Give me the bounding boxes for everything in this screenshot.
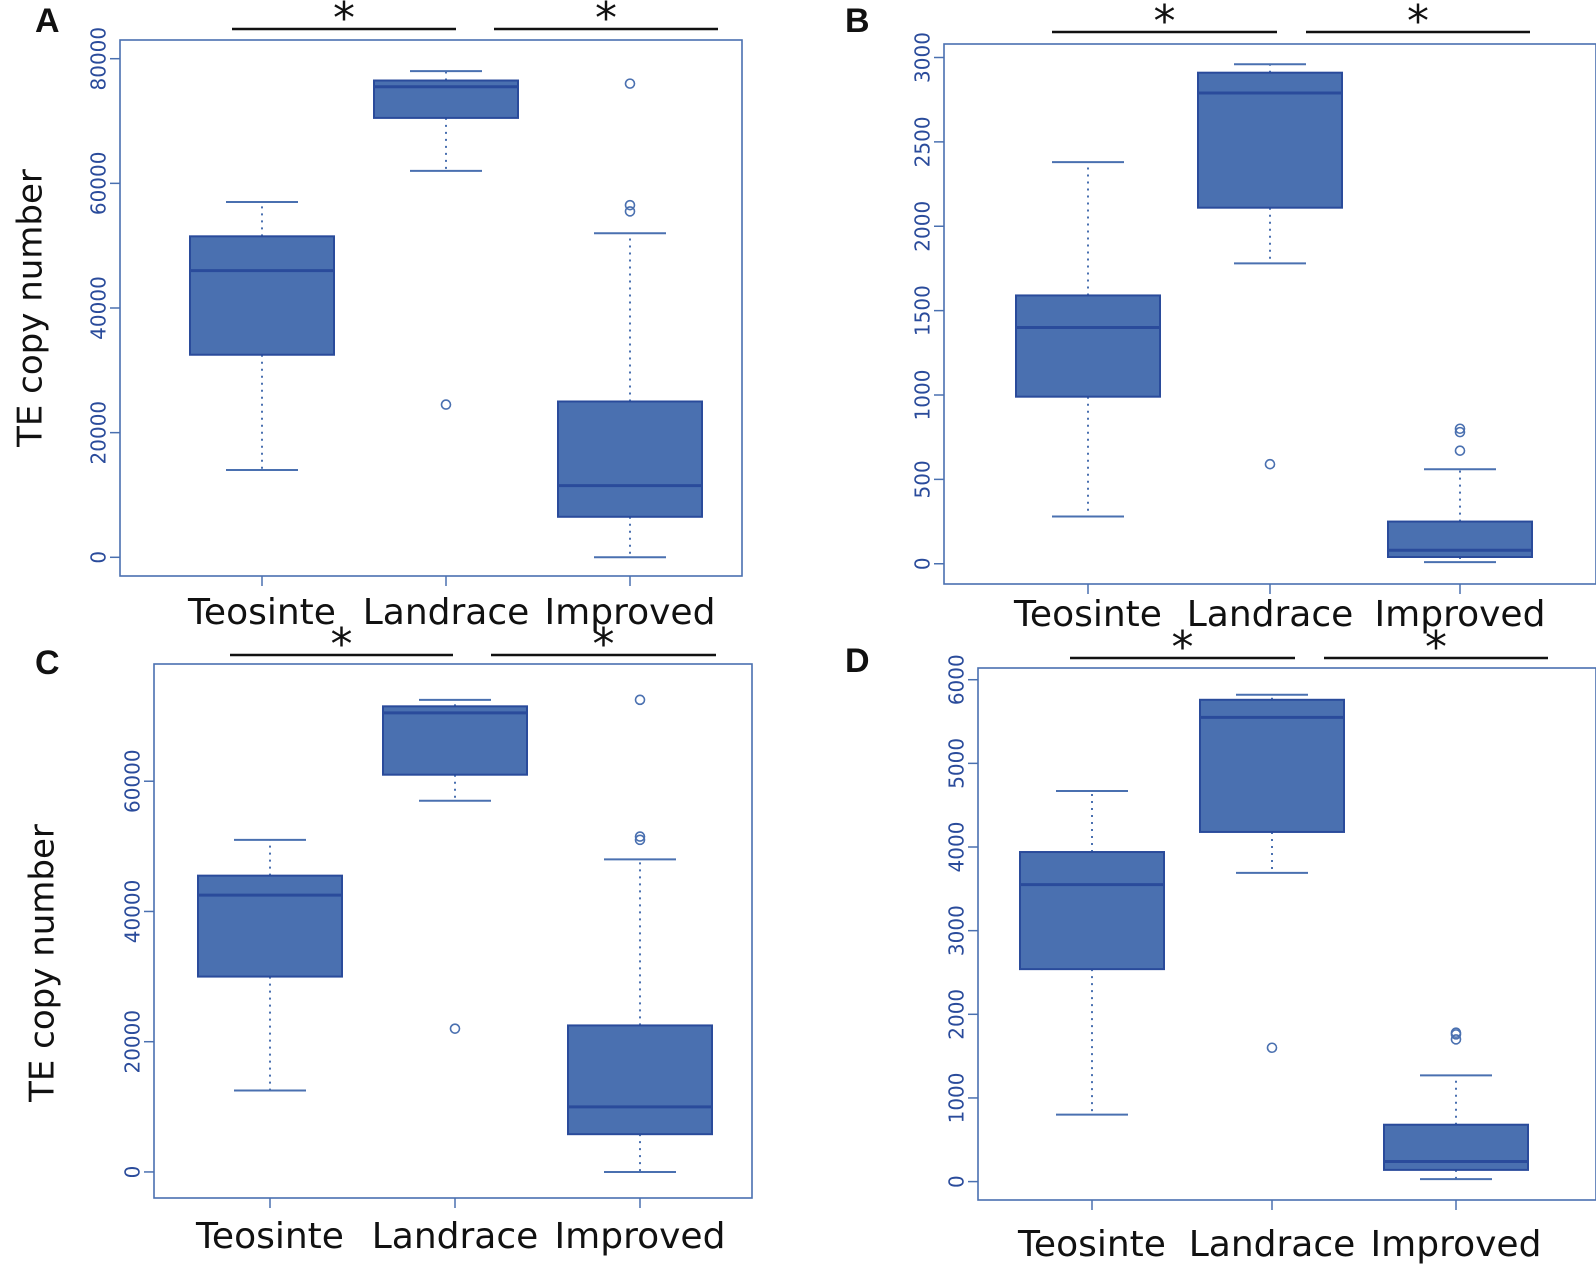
box-iqr [1199,698,1345,833]
x-tick-label: Landrace [372,1216,539,1257]
x-tick-label: Improved [1371,1224,1542,1265]
y-tick-label: 60000 [87,152,111,216]
y-tick-label: 4000 [945,822,969,873]
x-tick-label: Improved [545,592,716,633]
panel-letter: D [845,642,870,680]
x-tick-label: Teosinte [187,592,336,633]
outlier-point [624,199,636,211]
significance-star: * [593,619,615,670]
outlier-point [1454,423,1466,435]
plot-frame [153,663,753,1199]
box-iqr [1019,851,1165,971]
y-axis-label: TE copy number [11,169,51,448]
y-tick-label: 5000 [945,738,969,789]
outlier-point [1450,1034,1462,1045]
outlier-point [634,834,646,846]
panel-letter: A [35,2,60,40]
y-tick-label: 500 [911,460,935,498]
y-tick-label: 0 [945,1175,969,1188]
x-tick-label: Landrace [1189,1224,1356,1265]
outlier-point [624,206,636,217]
y-tick-label: 2000 [911,201,935,252]
outlier-point [1450,1027,1462,1039]
box-iqr [382,705,528,776]
y-tick-label: 80000 [87,27,111,91]
x-tick-label: Teosinte [1017,1224,1166,1265]
y-tick-label: 1000 [945,1072,969,1123]
y-tick-label: 0 [87,551,111,564]
significance-star: * [595,0,617,44]
y-tick-label: 20000 [121,1010,145,1074]
outlier-point [1454,426,1466,438]
outlier-point [1264,458,1276,470]
outlier-point [1266,1042,1278,1054]
x-tick-label: Teosinte [1013,594,1162,635]
y-axis-label: TE copy number [23,824,63,1103]
significance-star: * [1407,0,1429,47]
outlier-point [440,399,452,410]
significance-star: * [331,619,353,670]
panel-letter: C [35,644,60,682]
plot-frame [977,667,1596,1201]
y-tick-label: 3000 [911,32,935,83]
outlier-point [624,78,636,89]
outlier-point [634,694,646,706]
box-iqr [557,400,703,518]
box-iqr [1383,1123,1529,1171]
y-tick-label: 40000 [121,880,145,944]
significance-star: * [1172,622,1194,673]
x-tick-label: Improved [555,1216,726,1257]
significance-star: * [333,0,355,44]
x-tick-label: Teosinte [195,1216,344,1257]
x-tick-label: Improved [1375,594,1546,635]
significance-star: * [1425,622,1447,673]
y-tick-label: 60000 [121,749,145,813]
y-tick-label: 0 [911,557,935,570]
y-tick-label: 2000 [945,989,969,1040]
y-tick-label: 40000 [87,276,111,340]
y-tick-label: 3000 [945,905,969,956]
panel-letter: B [845,2,870,40]
box-iqr [567,1024,713,1136]
box-iqr [197,874,343,978]
box-iqr [189,235,335,356]
box-iqr [1197,71,1343,209]
y-tick-label: 1500 [911,285,935,336]
outlier-point [449,1023,461,1034]
y-tick-label: 2500 [911,116,935,167]
x-tick-label: Landrace [363,592,530,633]
y-tick-label: 1000 [911,370,935,421]
outlier-point [1454,445,1466,456]
y-tick-label: 20000 [87,401,111,465]
y-tick-label: 6000 [945,654,969,705]
significance-star: * [1154,0,1176,47]
y-tick-label: 0 [121,1166,145,1179]
x-tick-label: Landrace [1187,594,1354,635]
outlier-point [634,831,646,842]
box-iqr [1015,294,1161,398]
